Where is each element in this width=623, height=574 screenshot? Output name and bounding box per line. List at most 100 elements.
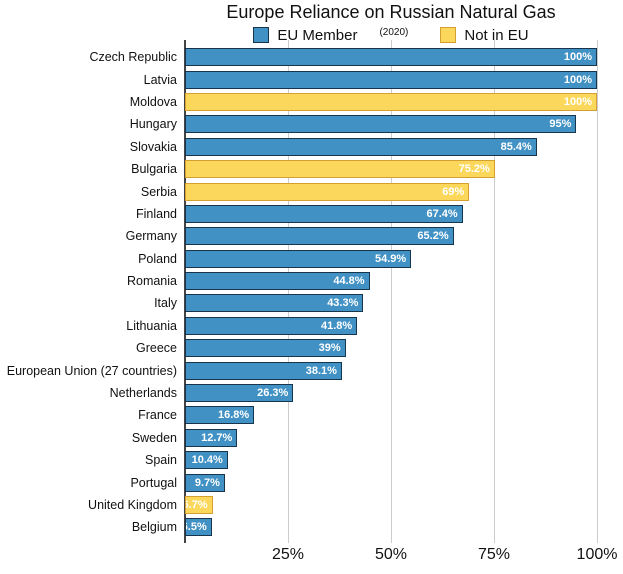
bar: 75.2% [185, 160, 495, 179]
bar-track: 85.4% [185, 137, 597, 156]
bar: 12.7% [185, 428, 238, 447]
bar-track: 100% [185, 70, 597, 89]
bar-value-label: 43.3% [327, 297, 359, 310]
chart-subtitle: (2020) [379, 26, 409, 38]
bar-row: Spain 10.4% [0, 449, 623, 471]
bar-track: 26.3% [185, 384, 597, 403]
bar-value-label: 44.8% [333, 275, 365, 288]
bar-value-label: 67.4% [426, 207, 458, 220]
country-label: Finland [136, 206, 177, 221]
bar-value-label: 9.7% [194, 476, 220, 489]
bar-row: Greece 39% [0, 337, 623, 359]
bar: 39% [185, 339, 346, 358]
bar-row: European Union (27 countries) 38.1% [0, 359, 623, 381]
bar-value-label: 54.9% [374, 252, 407, 265]
bar-value-label: 95% [549, 118, 572, 131]
bar-row: Germany 65.2% [0, 225, 623, 247]
country-label: France [138, 408, 177, 423]
bar: 41.8% [185, 316, 358, 335]
bar: 43.3% [185, 294, 364, 313]
bar-track: 95% [185, 115, 597, 134]
bar-value-label: 12.7% [201, 431, 233, 444]
x-tick-label: 25% [271, 546, 305, 563]
y-axis-line [184, 40, 186, 543]
country-label: Spain [145, 453, 177, 468]
bar: 44.8% [185, 272, 370, 291]
bar-value-label: 100% [563, 73, 592, 86]
bar-track: 44.8% [185, 272, 597, 291]
country-label: Poland [138, 251, 177, 266]
bar-value-label: 39% [318, 342, 341, 355]
bar-value-label: 16.8% [218, 409, 250, 422]
bar-value-label: 26.3% [257, 387, 289, 400]
bar-row: Poland 54.9% [0, 248, 623, 270]
bar: 100% [185, 70, 597, 89]
bar-track: 43.3% [185, 294, 597, 313]
bar-track: 75.2% [185, 160, 597, 179]
bar-track: 41.8% [185, 316, 597, 335]
bar-value-label: 41.8% [321, 319, 353, 332]
chart-legend: EU Member (2020) Not in EU [185, 25, 597, 45]
bar: 16.8% [185, 406, 255, 425]
bar: 95% [185, 115, 577, 134]
bar-row: Sweden 12.7% [0, 427, 623, 449]
bar-track: 6.5% [185, 518, 597, 537]
bar-value-label: 100% [563, 95, 592, 108]
bar: 9.7% [185, 473, 225, 492]
bar-track: 65.2% [185, 227, 597, 246]
country-label: Slovakia [129, 139, 177, 154]
x-tick-label: 50% [374, 546, 408, 563]
gridline [391, 40, 392, 543]
bar: 26.3% [185, 384, 294, 403]
bar: 38.1% [185, 361, 342, 380]
bar-row: Finland 67.4% [0, 203, 623, 225]
plot-area: Czech Republic 100% Latvia 100% Moldova 100% H… [0, 40, 623, 543]
bar-track: 100% [185, 48, 597, 67]
country-label: Portugal [130, 475, 177, 490]
country-label: Bulgaria [131, 162, 177, 177]
bar-row: Latvia 100% [0, 68, 623, 90]
bar-value-label: 85.4% [500, 140, 532, 153]
bar-rows: Czech Republic 100% Latvia 100% Moldova 100% H… [0, 46, 623, 539]
bar-row: Belgium 6.5% [0, 516, 623, 538]
chart-title: Europe Reliance on Russian Natural Gas [226, 2, 556, 22]
bar-track: 67.4% [185, 204, 597, 223]
bar-row: Portugal 9.7% [0, 471, 623, 493]
bar-row: France 16.8% [0, 404, 623, 426]
bar-value-label: 69% [442, 185, 465, 198]
bar-value-label: 100% [563, 51, 592, 64]
country-label: Italy [154, 296, 177, 311]
country-label: Belgium [131, 520, 177, 535]
bar-row: Moldova 100% [0, 91, 623, 113]
country-label: Lithuania [126, 318, 177, 333]
bar-track: 10.4% [185, 451, 597, 470]
legend-label-eu-member: EU Member [277, 26, 358, 44]
bar-value-label: 75.2% [458, 163, 490, 176]
x-tick-label: 100% [576, 546, 618, 563]
country-label: Greece [136, 341, 177, 356]
bar-row: Bulgaria 75.2% [0, 158, 623, 180]
bar-track: 100% [185, 92, 597, 111]
bar: 69% [185, 182, 470, 201]
bar: 6.7% [185, 496, 213, 514]
bar-track: 54.9% [185, 249, 597, 268]
bar: 100% [185, 48, 597, 67]
bar-row: Italy 43.3% [0, 292, 623, 314]
country-label: Czech Republic [89, 50, 177, 65]
country-label: Latvia [143, 72, 177, 87]
bar-track: 16.8% [185, 406, 597, 425]
country-label: Romania [126, 274, 177, 289]
bar-row: Romania 44.8% [0, 270, 623, 292]
legend-label-not-in-eu: Not in EU [464, 26, 529, 44]
bar-row: Lithuania 41.8% [0, 315, 623, 337]
bar: 10.4% [185, 451, 228, 470]
country-label: United Kingdom [88, 498, 177, 512]
gridline [288, 40, 289, 543]
bar-track: 9.7% [185, 473, 597, 492]
bar-value-label: 6.7% [185, 499, 208, 511]
gridlines [184, 40, 598, 543]
country-label: Sweden [131, 430, 177, 445]
bar-track: 38.1% [185, 361, 597, 380]
country-label: Germany [125, 229, 177, 244]
